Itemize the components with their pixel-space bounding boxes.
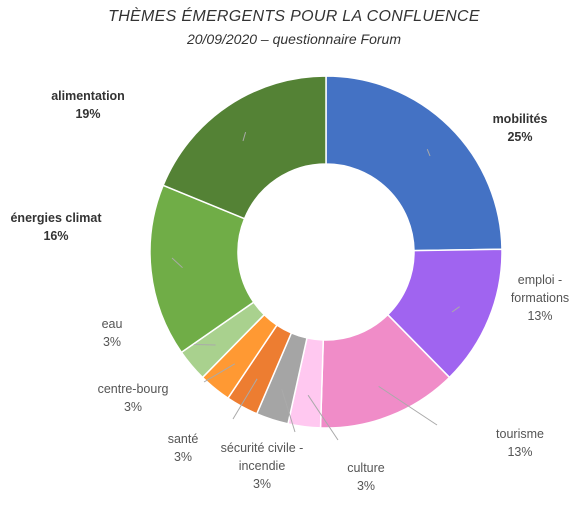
label-energies-climat: énergies climat 16%	[10, 211, 102, 243]
chart-subtitle: 20/09/2020 – questionnaire Forum	[186, 31, 402, 47]
label-alimentation: alimentation 19%	[51, 89, 125, 121]
leader-line-sante	[232, 378, 258, 420]
label-emploi-formations: emploi -formations 13%	[511, 273, 569, 323]
label-securite-civile-incendie: sécurité civile -incendie 3%	[221, 441, 304, 491]
slice-mobilites	[325, 75, 503, 252]
label-centre-bourg: centre-bourg 3%	[98, 382, 169, 414]
leader-line-culture	[307, 394, 339, 441]
leader-line-energies-climat	[171, 257, 183, 269]
leader-line-mobilites	[426, 148, 431, 157]
slice-alimentation	[162, 75, 327, 220]
leader-line-tourisme	[378, 385, 438, 426]
label-mobilites: mobilités 25%	[493, 112, 548, 144]
leader-line-emploi-formations	[451, 306, 460, 313]
chart-title: THÈMES ÉMERGENTS POUR LA CONFLUENCE	[108, 8, 480, 25]
leader-line-securite-civile-incendie	[281, 389, 296, 433]
label-tourisme: tourisme 13%	[496, 427, 544, 459]
label-sante: santé 3%	[168, 432, 199, 464]
leader-line-alimentation	[242, 132, 247, 142]
label-culture: culture 3%	[347, 461, 385, 493]
leader-line-centre-bourg	[203, 363, 236, 383]
label-eau: eau 3%	[102, 317, 123, 349]
